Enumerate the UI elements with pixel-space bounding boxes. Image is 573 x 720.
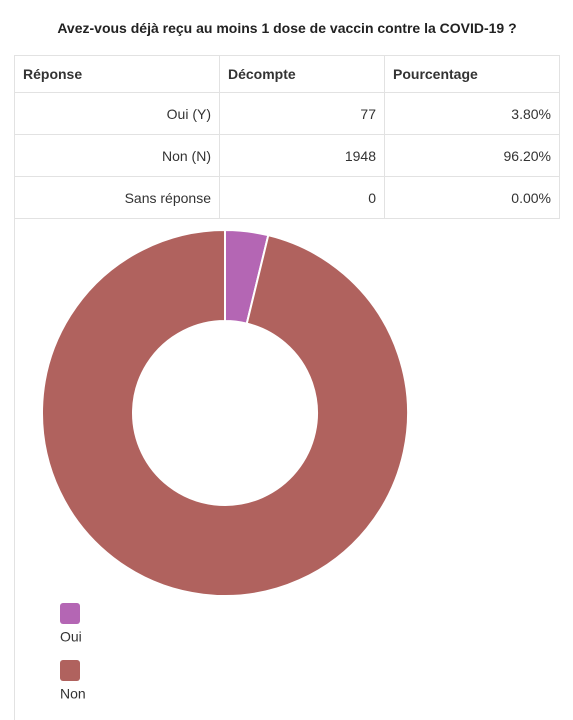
header-cell: Pourcentage bbox=[384, 55, 560, 93]
row: Oui (Y) 77 3.80% bbox=[14, 92, 560, 135]
row: Sans réponse 0 0.00% bbox=[14, 176, 560, 219]
donut-slice bbox=[41, 228, 409, 597]
question-title: Avez-vous déjà reçu au moins 1 dose de v… bbox=[57, 20, 517, 36]
legend-swatch bbox=[60, 660, 80, 681]
legend-swatch bbox=[60, 603, 80, 624]
legend-label: Non bbox=[60, 686, 86, 702]
header-cell: Réponse bbox=[14, 55, 220, 93]
header-cell: Décompte bbox=[219, 55, 385, 93]
cell: 0.00% bbox=[384, 176, 560, 219]
header-row: Réponse Décompte Pourcentage bbox=[14, 55, 560, 93]
results-table: Réponse Décompte Pourcentage Oui (Y) 77 3.… bbox=[14, 55, 560, 219]
cell: Sans réponse bbox=[14, 176, 220, 219]
cell: Oui (Y) bbox=[14, 92, 220, 135]
cell: 1948 bbox=[219, 134, 385, 177]
cell: 0 bbox=[219, 176, 385, 219]
cell: Non (N) bbox=[14, 134, 220, 177]
legend-label: Oui bbox=[60, 629, 82, 645]
cell: 77 bbox=[219, 92, 385, 135]
